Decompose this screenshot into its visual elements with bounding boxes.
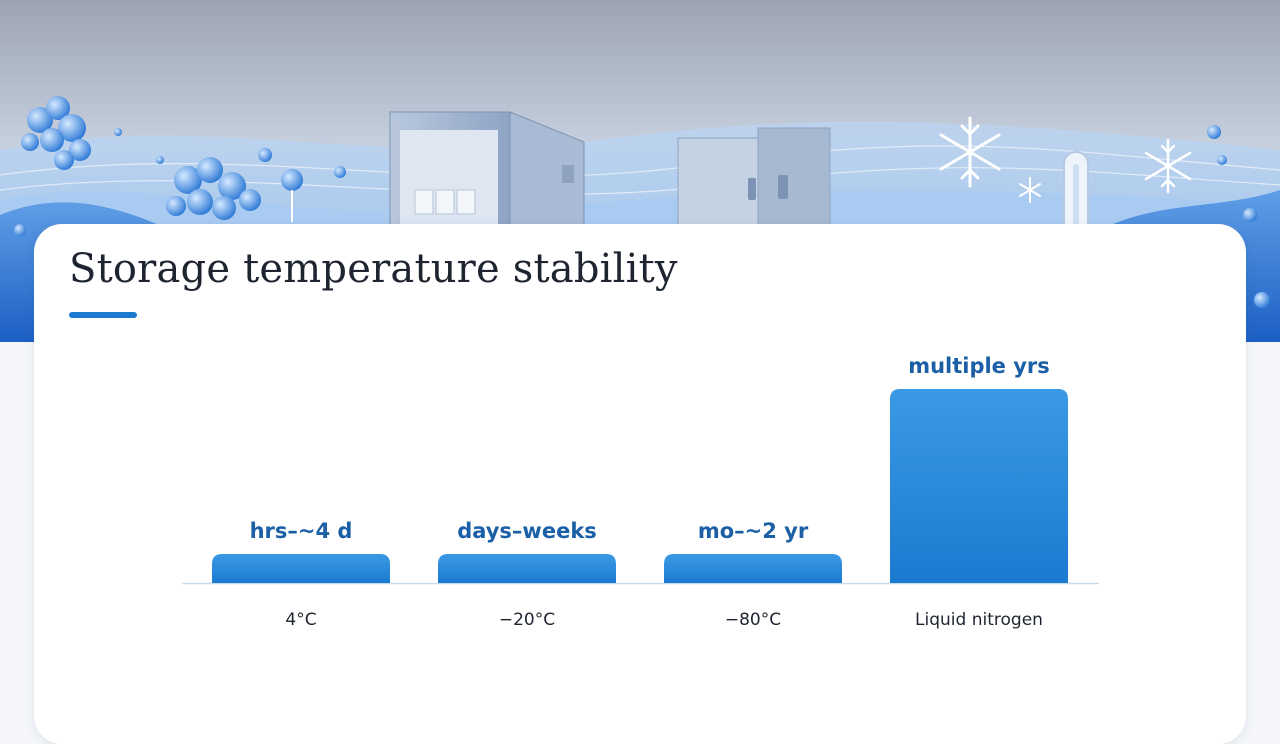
data-label-2: days–weeks xyxy=(457,519,597,543)
category-label-3: −80°C xyxy=(725,610,781,630)
ultra-freezer-icon xyxy=(677,127,831,235)
data-label-3: mo–~2 yr xyxy=(698,519,809,543)
category-label-4: Liquid nitrogen xyxy=(915,610,1043,630)
data-label-1: hrs–~4 d xyxy=(250,519,353,543)
page-title: Storage temperature stability xyxy=(69,246,678,292)
category-label-1: 4°C xyxy=(285,610,316,630)
bar-chart: hrs–~4 d 4°C days–weeks −20°C mo–~2 yr −80°C m… xyxy=(182,354,1099,630)
bar-2 xyxy=(438,554,616,583)
bar-3 xyxy=(664,554,842,583)
title-underline xyxy=(69,312,137,318)
bar-1 xyxy=(212,554,390,583)
thermometer-icon xyxy=(1063,151,1089,239)
protein-molecule-icon xyxy=(21,96,346,222)
lab-refrigerator-icon xyxy=(389,111,585,233)
category-label-2: −20°C xyxy=(499,610,555,630)
data-label-4: multiple yrs xyxy=(908,354,1050,378)
snowflake-icon xyxy=(939,116,1192,203)
bar-4 xyxy=(890,389,1068,583)
